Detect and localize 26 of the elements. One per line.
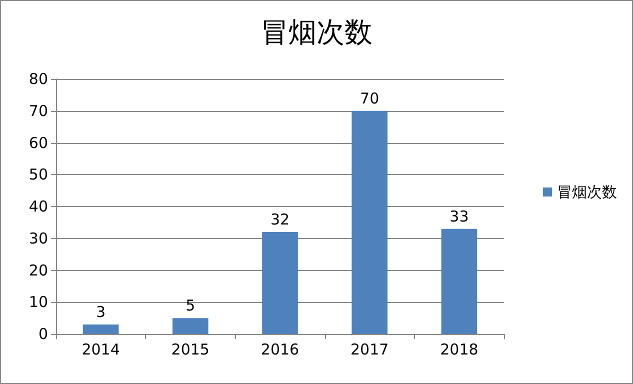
x-tick-label: 2014 <box>82 340 120 358</box>
bar <box>441 228 478 334</box>
chart-title: 冒烟次数 <box>260 16 372 48</box>
legend-label: 冒烟次数 <box>557 183 617 201</box>
x-tick-label: 2018 <box>440 340 478 358</box>
data-label: 32 <box>270 210 290 228</box>
x-tick-label: 2015 <box>171 340 210 358</box>
y-tick-label: 50 <box>28 166 48 184</box>
data-label: 33 <box>450 207 469 226</box>
y-tick-label: 10 <box>28 293 48 312</box>
y-tick-label: 40 <box>28 198 48 216</box>
y-tick-label: 80 <box>28 70 48 88</box>
bar <box>352 110 388 334</box>
x-tick-label: 2017 <box>350 340 389 358</box>
bar <box>172 318 208 334</box>
y-tick-label: 30 <box>28 229 48 248</box>
bar <box>262 232 298 334</box>
y-tick-label: 0 <box>38 325 48 343</box>
x-tick-label: 2016 <box>260 340 300 358</box>
data-label: 70 <box>360 89 380 108</box>
y-tick-label: 20 <box>28 261 48 280</box>
data-label: 3 <box>96 302 106 321</box>
bar <box>82 324 119 334</box>
data-label: 5 <box>186 296 196 315</box>
y-tick-label: 70 <box>28 102 48 120</box>
y-tick-label: 60 <box>28 134 48 152</box>
